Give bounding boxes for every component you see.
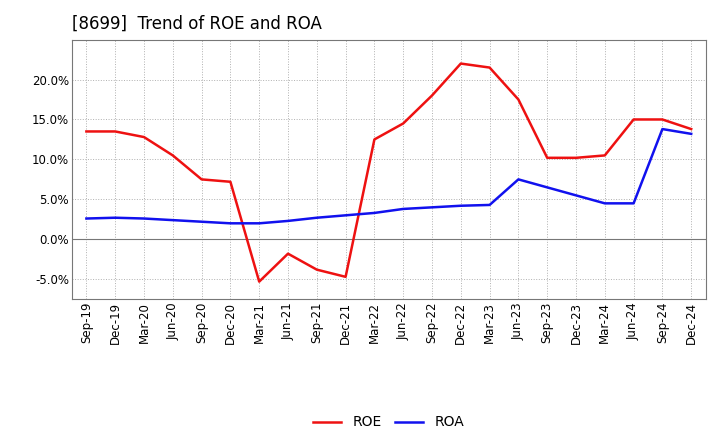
ROA [687,131,696,136]
ROE [140,134,148,139]
ROE [168,153,177,158]
ROA [111,215,120,220]
ROE [658,117,667,122]
ROA [543,185,552,190]
ROA [168,217,177,223]
ROE [255,279,264,284]
Line: ROE: ROE [86,63,691,282]
Text: [8699]  Trend of ROE and ROA: [8699] Trend of ROE and ROA [72,15,322,33]
Line: ROA: ROA [86,129,691,224]
ROA [456,203,465,209]
ROA [428,205,436,210]
ROA [140,216,148,221]
Legend: ROE, ROA: ROE, ROA [308,410,469,435]
ROE [197,177,206,182]
ROE [312,267,321,272]
ROA [399,206,408,212]
ROA [572,193,580,198]
ROE [428,93,436,98]
ROA [485,202,494,208]
ROE [82,129,91,134]
ROE [687,126,696,132]
ROE [543,155,552,161]
ROA [514,177,523,182]
ROE [226,179,235,184]
ROA [629,201,638,206]
ROA [341,213,350,218]
ROE [370,137,379,142]
ROE [629,117,638,122]
ROA [312,215,321,220]
ROE [111,129,120,134]
ROE [600,153,609,158]
ROE [572,155,580,161]
ROE [399,121,408,126]
ROE [456,61,465,66]
ROE [514,97,523,102]
ROA [82,216,91,221]
ROE [284,251,292,257]
ROA [197,219,206,224]
ROE [485,65,494,70]
ROA [255,221,264,226]
ROA [226,221,235,226]
ROA [658,126,667,132]
ROE [341,274,350,279]
ROA [600,201,609,206]
ROA [370,210,379,216]
ROA [284,218,292,224]
